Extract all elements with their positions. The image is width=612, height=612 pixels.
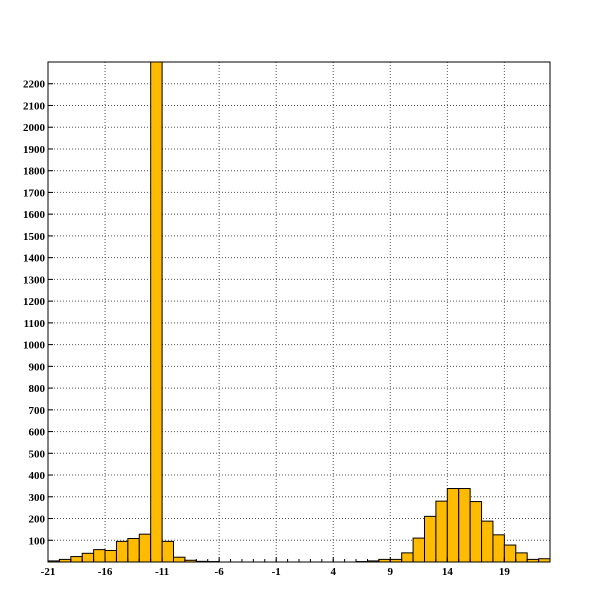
y-tick-label: 400 [29,470,46,482]
y-tick-label: 300 [29,492,46,504]
x-tick-label: 4 [330,566,336,578]
y-tick-label: 2000 [23,122,46,134]
histogram-bar [412,537,426,563]
histogram-bar [161,540,175,563]
x-tick-label: -21 [41,566,56,578]
x-axis-ticks: -21 -16 -11 -6 -1 4 9 14 19 [41,557,551,578]
y-tick-label: 1800 [23,166,46,178]
x-tick-label: -11 [155,566,169,578]
y-tick-label: 1000 [23,340,46,352]
histogram-bar [481,520,494,563]
x-tick-label: -1 [272,566,281,578]
x-tick-label: 19 [499,566,511,578]
histogram-bar [70,556,83,563]
histogram-bar [446,488,460,563]
y-tick-label: 1300 [23,274,46,286]
x-tick-label: 14 [442,566,454,578]
x-tick-label: -6 [215,566,225,578]
histogram-bar [435,500,448,563]
histogram-bar [173,556,186,563]
y-tick-label: 900 [29,361,46,373]
histogram-bar [127,538,140,563]
histogram-bar [515,552,528,563]
histogram-bar [458,488,471,563]
y-tick-label: 600 [29,427,46,439]
y-tick-label: 500 [29,448,46,460]
bars [47,61,551,563]
histogram-bar [115,540,129,563]
histogram-bar [469,501,483,563]
y-tick-label: 1700 [23,187,46,199]
x-tick-label: 9 [388,566,394,578]
histogram-bar [104,549,117,563]
y-tick-label: 1500 [23,231,46,243]
histogram-bar [150,61,163,563]
histogram-bar [424,515,437,563]
y-tick-label: 700 [29,405,46,417]
plot-frame [47,61,551,563]
grid [47,62,550,562]
histogram-bar [492,534,505,563]
histogram-bar [93,549,106,563]
x-tick-label: -16 [98,566,113,578]
y-tick-label: 1600 [23,209,46,221]
y-tick-label: 800 [29,383,46,395]
y-tick-label: 2100 [23,100,46,112]
histogram-bar [138,533,152,563]
y-tick-label: 2200 [23,79,46,91]
y-tick-label: 200 [29,514,46,526]
y-tick-label: 1200 [23,296,46,308]
y-tick-label: 1100 [24,318,46,330]
histogram-bar [401,552,414,563]
y-tick-label: 1400 [23,253,46,265]
histogram-bar [81,552,95,563]
y-axis-ticks: 100 200 300 400 500 600 700 800 900 1000 1100 1200 1… [23,79,53,547]
histogram-bar [503,544,517,563]
y-tick-label: 100 [29,535,46,547]
y-tick-label: 1900 [23,144,46,156]
